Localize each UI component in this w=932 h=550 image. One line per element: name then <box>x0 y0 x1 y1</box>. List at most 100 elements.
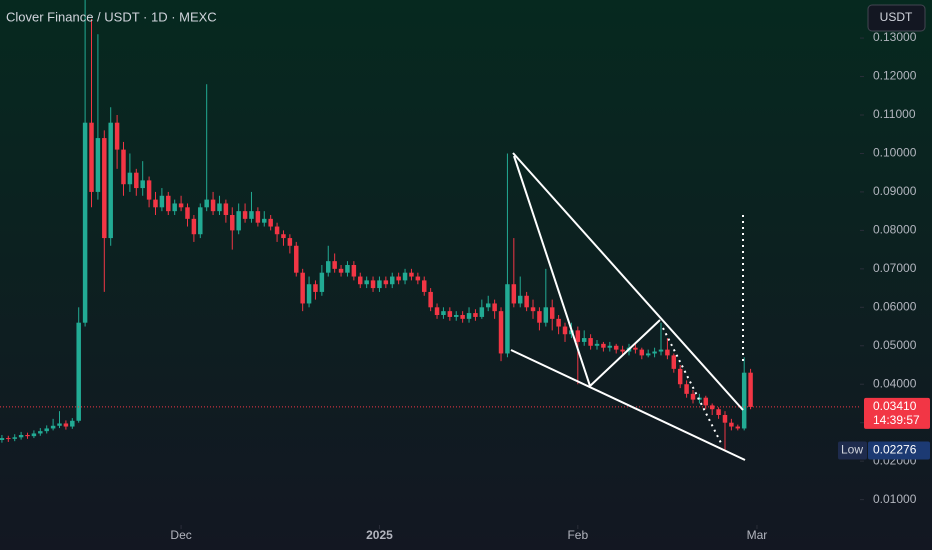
candle-body <box>524 295 529 308</box>
candle-body <box>249 211 254 219</box>
candle-body <box>57 423 62 426</box>
candle-body <box>210 199 216 212</box>
candle-body <box>537 311 542 323</box>
candle-body <box>217 203 222 212</box>
candle-body <box>543 307 549 323</box>
candle-body <box>748 372 753 407</box>
candle-body <box>114 122 120 150</box>
candle-body <box>460 315 465 319</box>
candle-body <box>351 265 357 277</box>
candle-body <box>25 435 30 437</box>
currency-button[interactable] <box>867 4 926 32</box>
trendline <box>513 155 591 387</box>
candle-body <box>108 122 113 239</box>
candle-body <box>76 322 81 421</box>
candle-body <box>364 280 369 285</box>
candle-body <box>159 195 165 208</box>
candle-body <box>415 276 421 281</box>
candle-body <box>172 203 177 212</box>
candle-body <box>581 338 587 342</box>
candle-body <box>262 218 267 223</box>
candle-body <box>0 438 5 440</box>
candle-body <box>473 313 478 317</box>
candle-body <box>447 311 453 317</box>
candle-body <box>383 280 389 285</box>
candle-body <box>358 276 363 285</box>
candle-body <box>613 345 619 350</box>
candle-body <box>607 345 613 348</box>
candle-body <box>703 397 709 406</box>
candle-body <box>306 284 312 304</box>
candle-body <box>255 211 261 223</box>
candle-body <box>166 195 171 212</box>
candle-body <box>709 405 715 410</box>
y-tick-label: 0.06000 <box>873 299 917 313</box>
candle-body <box>639 349 645 356</box>
candle-body <box>18 435 24 438</box>
low-value-box <box>868 441 930 460</box>
x-tick-label: 2025 <box>366 528 393 542</box>
candle-body <box>313 284 318 292</box>
candle-body <box>562 326 568 335</box>
candle-body <box>665 349 670 356</box>
candle-body <box>223 203 229 215</box>
y-tick-label: 0.05000 <box>873 338 917 352</box>
x-tick-label: Feb <box>567 528 588 542</box>
candle-body <box>332 261 337 269</box>
candle-body <box>140 180 145 189</box>
candle-body <box>479 307 485 317</box>
candle-body <box>338 268 344 273</box>
dotted-path <box>662 327 723 446</box>
candle-body <box>242 211 248 219</box>
candle-body <box>511 284 517 304</box>
countdown: 14:39:57 <box>873 413 920 427</box>
candle-body <box>453 315 459 317</box>
candle-body <box>690 393 696 400</box>
candle-body <box>134 172 139 189</box>
candle-body <box>588 338 593 346</box>
candle-body <box>12 437 17 439</box>
candle-body <box>121 149 126 185</box>
candle-body <box>204 199 209 208</box>
candle-body <box>396 276 401 281</box>
x-tick-label: Mar <box>747 528 768 542</box>
candle-body <box>434 307 440 315</box>
candle-body <box>722 415 728 423</box>
trendline <box>510 349 746 461</box>
candle-body <box>31 433 37 437</box>
candle-body <box>236 211 241 231</box>
candle-body <box>556 318 561 327</box>
candle-body <box>287 238 293 246</box>
candle-body <box>492 303 497 312</box>
candle-body <box>300 272 305 304</box>
x-tick-label: Dec <box>170 528 191 542</box>
current-price-label: 0.03410 <box>873 399 917 413</box>
candle-body <box>50 425 56 429</box>
candle-body <box>153 199 158 208</box>
candle-body <box>185 207 190 219</box>
candle-body <box>82 122 88 323</box>
candle-body <box>198 207 203 235</box>
currency-button-label[interactable]: USDT <box>880 10 913 24</box>
candle-body <box>326 261 331 273</box>
candle-body <box>549 307 555 319</box>
candle-body <box>741 372 747 429</box>
candle-body <box>95 138 101 192</box>
candle-body <box>44 428 49 432</box>
candle-body <box>178 203 184 208</box>
candle-body <box>530 307 536 312</box>
candle-body <box>652 351 657 354</box>
candle-body <box>684 384 689 394</box>
candle-body <box>428 291 433 308</box>
y-tick-label: 0.04000 <box>873 376 917 390</box>
candle-body <box>370 280 376 289</box>
candle-body <box>6 438 11 440</box>
candle-body <box>620 349 625 352</box>
candle-body <box>735 426 741 429</box>
candle-body <box>70 420 75 427</box>
low-name-box <box>838 441 867 460</box>
trendline <box>589 319 661 387</box>
low-value: 0.02276 <box>873 443 917 457</box>
candle-body <box>677 368 683 385</box>
